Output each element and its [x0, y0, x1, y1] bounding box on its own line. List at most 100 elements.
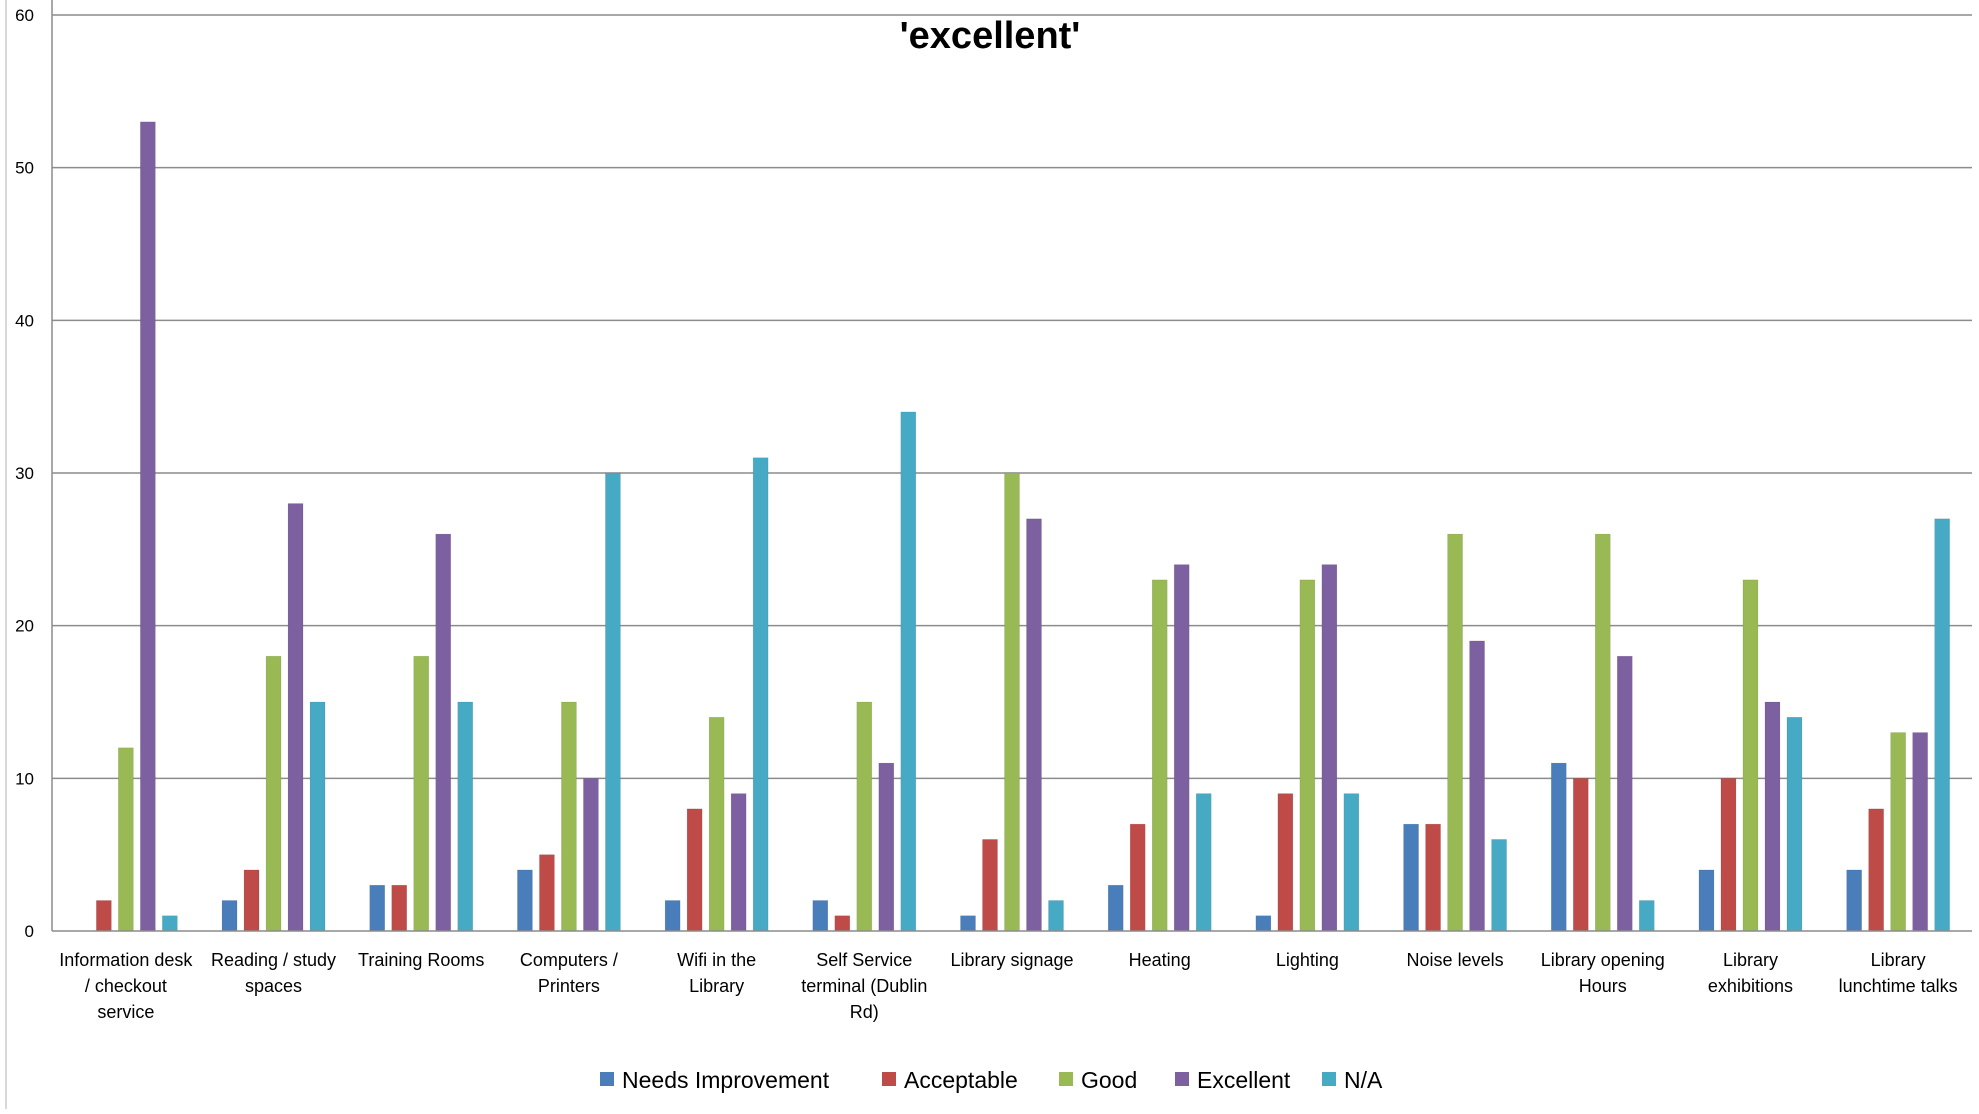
bar [856, 701, 873, 932]
bar [391, 884, 408, 932]
bar [1425, 823, 1441, 932]
bar [309, 701, 326, 932]
axes: 0 10 20 30 40 50 60 [5, 0, 1972, 1109]
legend-label: Acceptable [904, 1067, 1018, 1093]
bar [96, 900, 112, 932]
bar [730, 793, 747, 932]
bar [1107, 884, 1124, 932]
bar [140, 121, 156, 932]
bar [812, 900, 829, 932]
bar [221, 900, 238, 932]
legend-swatch [882, 1072, 896, 1086]
bar [1255, 915, 1272, 932]
bar [118, 747, 134, 932]
y-tick-label: 50 [15, 159, 34, 178]
bar [605, 472, 621, 932]
bar [1403, 823, 1419, 932]
chart-title: 'excellent' [900, 15, 1081, 57]
bar [1846, 869, 1862, 932]
bar [664, 900, 681, 932]
bar [517, 869, 533, 932]
bar [1572, 778, 1589, 932]
bar [900, 411, 917, 932]
bar [1004, 472, 1020, 932]
x-tick-label: Reading / study [211, 950, 336, 970]
bar [1491, 839, 1507, 932]
x-tick-label: terminal (Dublin [801, 976, 927, 996]
bar [1026, 518, 1042, 932]
legend-label: Excellent [1197, 1067, 1291, 1093]
legend-label: Needs Improvement [622, 1067, 830, 1093]
bar [752, 457, 769, 932]
x-tick-label: Printers [538, 976, 600, 996]
bar [265, 655, 282, 932]
x-tick-label: Wifi in the [677, 950, 756, 970]
bar [457, 701, 474, 932]
bar [435, 533, 452, 932]
bar [1698, 869, 1715, 932]
x-tick-label: Lighting [1276, 950, 1339, 970]
bar [834, 915, 851, 932]
x-tick-label: Library [689, 976, 744, 996]
x-tick-label: Training Rooms [358, 950, 484, 970]
x-tick-label: Library signage [950, 950, 1073, 970]
bar [243, 869, 260, 932]
bar [369, 884, 386, 932]
legend-swatch [1175, 1072, 1189, 1086]
x-tick-label: Noise levels [1407, 950, 1504, 970]
bar [583, 778, 599, 932]
y-tick-label: 40 [15, 311, 34, 330]
x-tick-label: / checkout [85, 976, 167, 996]
bar [1786, 716, 1803, 932]
bar [1321, 564, 1338, 932]
bar [1048, 900, 1064, 932]
bar [1173, 564, 1190, 932]
bar [1129, 823, 1146, 932]
bar [539, 854, 555, 932]
bar [1720, 778, 1737, 932]
bar [1277, 793, 1294, 932]
x-tick-label: Heating [1129, 950, 1191, 970]
bar [686, 808, 703, 932]
bar [413, 655, 430, 932]
bar [1638, 900, 1655, 932]
x-tick-label: Rd) [850, 1002, 879, 1022]
y-tick-label: 60 [15, 6, 34, 25]
bar [1151, 579, 1168, 932]
legend-swatch [600, 1072, 614, 1086]
legend: Needs Improvement Acceptable Good Excellent… [600, 1067, 1383, 1093]
bar [1343, 793, 1360, 932]
legend-label: N/A [1344, 1067, 1383, 1093]
category-labels: Information desk / checkout service Reading… [59, 950, 1957, 1022]
x-tick-label: Information desk [59, 950, 193, 970]
y-tick-label: 0 [25, 922, 34, 941]
legend-label: Good [1081, 1067, 1137, 1093]
y-tick-label: 30 [15, 464, 34, 483]
bar [960, 915, 976, 932]
bar [878, 762, 895, 932]
bar [1447, 533, 1463, 932]
x-tick-label: exhibitions [1708, 976, 1793, 996]
bar [1890, 732, 1906, 932]
bar [1912, 732, 1928, 932]
x-tick-label: Computers / [520, 950, 618, 970]
y-tick-label: 10 [15, 769, 34, 788]
bar [1868, 808, 1884, 932]
x-tick-label: service [97, 1002, 154, 1022]
bar [162, 915, 178, 932]
x-tick-label: lunchtime talks [1839, 976, 1958, 996]
bar [1616, 655, 1633, 932]
x-tick-label: Hours [1579, 976, 1627, 996]
bar [1742, 579, 1759, 932]
bar [1469, 640, 1485, 932]
bar [1594, 533, 1611, 932]
x-tick-label: Library opening [1541, 950, 1665, 970]
bar [1550, 762, 1567, 932]
bar [561, 701, 577, 932]
x-tick-label: Library [1871, 950, 1926, 970]
y-tick-label: 20 [15, 617, 34, 636]
x-tick-label: Self Service [816, 950, 912, 970]
bar [1195, 793, 1212, 932]
